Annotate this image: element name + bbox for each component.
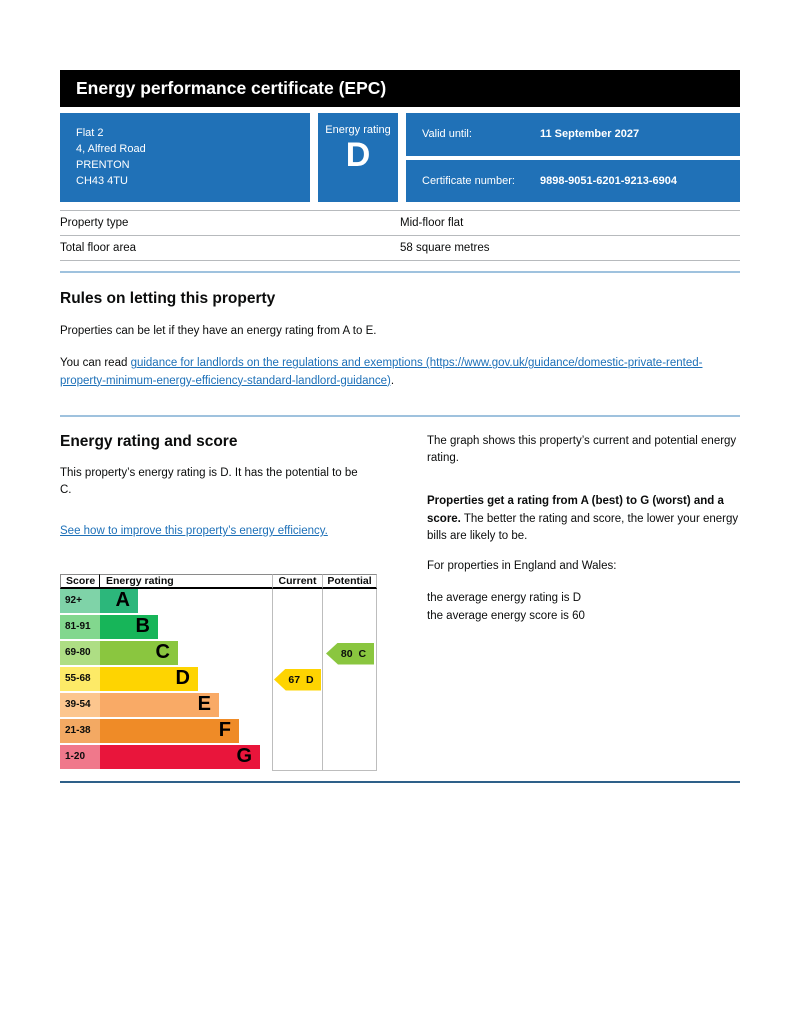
rules-paragraph: Properties can be let if they have an en… bbox=[60, 325, 377, 337]
rating-score-heading: Energy rating and score bbox=[60, 432, 238, 450]
chart-header-current: Current bbox=[272, 573, 322, 589]
chart-header-score: Score bbox=[60, 573, 100, 589]
address-line-1: Flat 2 bbox=[76, 127, 104, 139]
average-rating-line: the average energy rating is D bbox=[427, 592, 582, 605]
title-bar: Energy performance certificate (EPC) bbox=[60, 70, 740, 107]
graph-intro: The graph shows this property’s current … bbox=[427, 434, 737, 464]
band-bar-b: B bbox=[100, 614, 272, 639]
band-letter-a: A bbox=[115, 589, 130, 611]
scale-explanation: Properties get a rating from A (best) to… bbox=[427, 493, 740, 545]
scale-explanation-rest: The better the rating and score, the low… bbox=[427, 512, 739, 542]
band-letter-c: C bbox=[155, 641, 170, 663]
averages: the average energy rating is D the avera… bbox=[427, 590, 740, 625]
band-bar-d: D bbox=[100, 666, 272, 691]
address-line-3: PRENTON bbox=[76, 158, 130, 171]
rules-section: Rules on letting this property Propertie… bbox=[60, 290, 740, 417]
chart-header-energy-rating: Energy rating bbox=[100, 573, 272, 589]
potential-rating-column: 80 C bbox=[322, 588, 377, 771]
band-letter-b: B bbox=[135, 615, 150, 637]
rating-summary: This property’s energy rating is D. It h… bbox=[60, 466, 358, 496]
certificate-number-box: Certificate number: 9898-9051-6201-9213-… bbox=[406, 159, 740, 202]
improve-efficiency-link[interactable]: See how to improve this property’s energ… bbox=[60, 525, 328, 538]
property-type-label: Property type bbox=[60, 217, 129, 229]
potential-score: 80 bbox=[340, 647, 353, 660]
guidance-prefix: You can read bbox=[60, 357, 131, 370]
valid-until-box: Valid until: 11 September 2027 bbox=[406, 113, 740, 156]
score-range-d: 55-68 bbox=[60, 666, 100, 691]
table-row: Total floor area 58 square metres bbox=[60, 236, 740, 261]
band-bar-e: E bbox=[100, 692, 272, 717]
landlord-guidance-link[interactable]: guidance for landlords on the regulation… bbox=[60, 357, 703, 387]
address-line-2: 4, Alfred Road bbox=[76, 142, 146, 155]
score-range-f: 21-38 bbox=[60, 718, 100, 743]
table-row: Property type Mid-floor flat bbox=[60, 210, 740, 236]
band-letter-f: F bbox=[218, 719, 231, 741]
average-score-line: the average energy score is 60 bbox=[427, 609, 585, 622]
score-range-e: 39-54 bbox=[60, 692, 100, 717]
page-title: Energy performance certificate (EPC) bbox=[76, 78, 387, 98]
band-bar-c: C bbox=[100, 640, 272, 665]
potential-rating-marker: 80 C bbox=[326, 642, 374, 665]
score-range-a: 92+ bbox=[60, 588, 100, 613]
property-type-value: Mid-floor flat bbox=[400, 217, 464, 229]
floor-area-value: 58 square metres bbox=[400, 242, 490, 254]
guidance-suffix: . bbox=[390, 374, 395, 387]
epc-document: Energy performance certificate (EPC) Fla… bbox=[60, 70, 740, 783]
certificate-number-label: Certificate number: bbox=[422, 174, 515, 187]
floor-area-label: Total floor area bbox=[60, 242, 137, 254]
rating-score-left-column: Energy rating and score This property’s … bbox=[60, 433, 380, 771]
band-bar-f: F bbox=[100, 718, 272, 743]
band-letter-e: E bbox=[197, 693, 211, 715]
section-divider bbox=[60, 414, 740, 417]
scale-explanation-bold: Properties get a rating from A (best) to… bbox=[427, 495, 724, 525]
chart-header-potential: Potential bbox=[322, 573, 377, 589]
energy-rating-label: Energy rating bbox=[325, 124, 391, 136]
guidance-paragraph: You can read guidance for landlords on t… bbox=[60, 355, 722, 390]
england-wales-intro: For properties in England and Wales: bbox=[427, 560, 617, 572]
summary-row: Flat 2 4, Alfred Road PRENTON CH43 4TU E… bbox=[60, 113, 740, 202]
potential-letter: C bbox=[358, 647, 367, 660]
current-rating-marker: 67 D bbox=[274, 668, 321, 691]
certificate-number-value: 9898-9051-6201-9213-6904 bbox=[540, 174, 678, 187]
score-range-b: 81-91 bbox=[60, 614, 100, 639]
epc-rating-chart: Score Energy rating Current Potential 92… bbox=[60, 573, 377, 771]
current-letter: D bbox=[306, 673, 314, 686]
valid-until-label: Valid until: bbox=[422, 128, 472, 141]
rules-heading: Rules on letting this property bbox=[60, 290, 276, 307]
property-details-table: Property type Mid-floor flat Total floor… bbox=[60, 210, 740, 261]
address-line-4: CH43 4TU bbox=[76, 174, 128, 187]
score-range-c: 69-80 bbox=[60, 640, 100, 665]
footer-divider bbox=[60, 780, 740, 783]
score-range-g: 1-20 bbox=[60, 744, 100, 769]
band-bar-g: G bbox=[100, 744, 272, 769]
current-score: 67 bbox=[288, 673, 301, 686]
band-letter-g: G bbox=[236, 745, 252, 767]
current-rating-column: 67 D bbox=[272, 588, 322, 771]
rating-score-section: Energy rating and score This property’s … bbox=[60, 433, 740, 771]
band-bar-a: A bbox=[100, 588, 272, 613]
valid-until-value: 11 September 2027 bbox=[540, 128, 640, 141]
property-address: Flat 2 4, Alfred Road PRENTON CH43 4TU bbox=[60, 113, 310, 202]
band-letter-d: D bbox=[175, 667, 190, 689]
energy-rating-badge: Energy rating D bbox=[318, 113, 398, 202]
energy-rating-value: D bbox=[345, 136, 371, 174]
validity-column: Valid until: 11 September 2027 Certifica… bbox=[406, 113, 740, 202]
rating-score-right-column: The graph shows this property’s current … bbox=[427, 433, 740, 771]
section-divider bbox=[60, 271, 740, 273]
